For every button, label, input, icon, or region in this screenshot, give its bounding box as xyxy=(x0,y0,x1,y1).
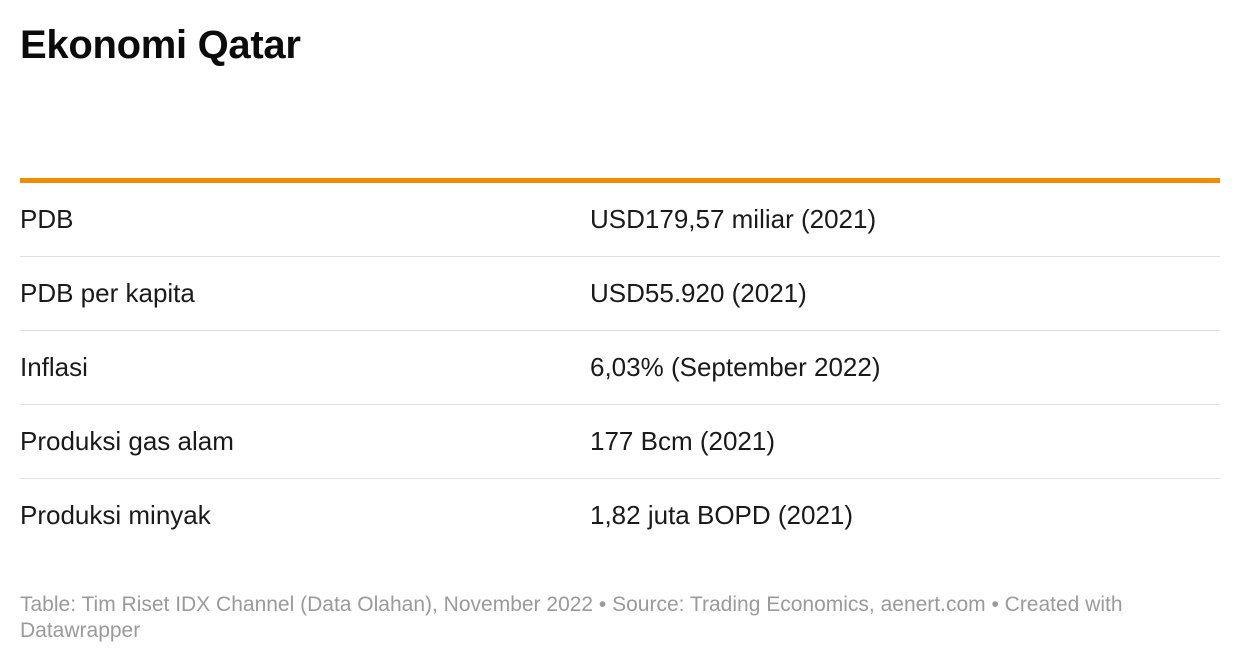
row-label: PDB xyxy=(20,204,74,234)
row-value: USD179,57 miliar (2021) xyxy=(590,204,877,234)
table-row: Inflasi 6,03% (September 2022) xyxy=(20,331,1220,405)
row-label: Produksi minyak xyxy=(20,500,211,530)
row-value: 1,82 juta BOPD (2021) xyxy=(590,500,854,530)
table-row: Produksi minyak 1,82 juta BOPD (2021) xyxy=(20,479,1220,552)
table-row: Produksi gas alam 177 Bcm (2021) xyxy=(20,405,1220,479)
row-label: PDB per kapita xyxy=(20,278,195,308)
source-footer: Table: Tim Riset IDX Channel (Data Olaha… xyxy=(20,593,1123,642)
data-table: PDB USD179,57 miliar (2021) PDB per kapi… xyxy=(20,178,1220,552)
row-value: USD55.920 (2021) xyxy=(590,278,807,308)
page-title: Ekonomi Qatar xyxy=(20,23,301,67)
table-row: PDB per kapita USD55.920 (2021) xyxy=(20,257,1220,331)
row-value: 177 Bcm (2021) xyxy=(590,426,775,456)
row-label: Produksi gas alam xyxy=(20,426,234,456)
table-row: PDB USD179,57 miliar (2021) xyxy=(20,183,1220,257)
row-value: 6,03% (September 2022) xyxy=(590,352,881,382)
row-label: Inflasi xyxy=(20,352,88,382)
